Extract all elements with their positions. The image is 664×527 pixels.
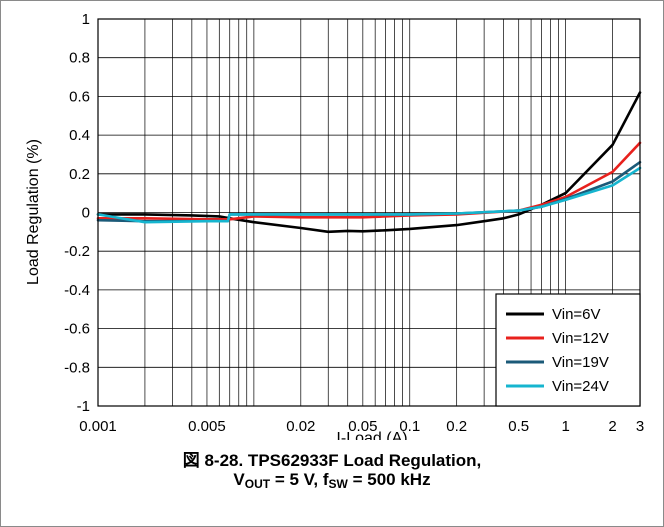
x-tick-label: 0.2 — [446, 418, 467, 435]
x-tick-label: 0.02 — [286, 418, 315, 435]
y-tick-label: 0.4 — [69, 127, 90, 144]
x-tick-label: 2 — [608, 418, 616, 435]
x-tick-label: 3 — [636, 418, 644, 435]
plot-border — [97, 18, 641, 407]
y-tick-label: 0.6 — [69, 88, 90, 105]
caption-vout-subscript: OUT — [244, 477, 271, 491]
y-tick-label: 0 — [82, 205, 90, 222]
y-axis-label: Load Regulation (%) — [25, 139, 42, 285]
legend-label: Vin=19V — [552, 354, 609, 371]
y-tick-label: -0.2 — [64, 243, 90, 260]
x-tick-label: 0.5 — [508, 418, 529, 435]
x-tick-label: 0.001 — [79, 418, 117, 435]
y-tick-label: 0.8 — [69, 50, 90, 67]
legend: Vin=6V Vin=12V Vin=19V Vin=24V — [495, 293, 641, 407]
x-tick-label: 1 — [561, 418, 569, 435]
series-line — [96, 141, 642, 221]
y-tick-label: -0.4 — [64, 282, 90, 299]
caption-fsw-subscript: SW — [328, 477, 348, 491]
load-regulation-chart: -1 -0.8 -0.6 -0.4 -0.2 0 0.2 0.4 0.6 0.8 1 0.001 0.0… — [25, 11, 644, 440]
x-tick-label: 0.005 — [188, 418, 226, 435]
y-tick-label: -1 — [77, 398, 90, 415]
y-tick-label: 1 — [82, 11, 90, 28]
x-axis-label: I-Load (A) — [336, 430, 407, 440]
series-line — [96, 166, 642, 224]
y-tick-label: -0.8 — [64, 359, 90, 376]
legend-label: Vin=24V — [552, 378, 609, 395]
figure-caption-title: 図 8-28. TPS62933F Load Regulation, — [182, 451, 482, 470]
caption-vout-value: = 5 V, f — [270, 470, 329, 489]
x-tick-label: 0.05 — [348, 418, 377, 435]
legend-label: Vin=12V — [552, 330, 609, 347]
series-layer — [96, 91, 642, 234]
figure-caption-conditions: VOUT = 5 V, fSW = 500 kHz — [0, 470, 664, 491]
legend-label: Vin=6V — [552, 306, 601, 323]
caption-vout-prefix: V — [233, 470, 245, 489]
caption-fsw-value: = 500 kHz — [347, 470, 431, 489]
x-tick-label: 0.1 — [399, 418, 420, 435]
tick-labels: -1 -0.8 -0.6 -0.4 -0.2 0 0.2 0.4 0.6 0.8 1 0.001 0.0… — [64, 11, 644, 435]
y-tick-label: -0.6 — [64, 321, 90, 338]
y-tick-label: 0.2 — [69, 166, 90, 183]
